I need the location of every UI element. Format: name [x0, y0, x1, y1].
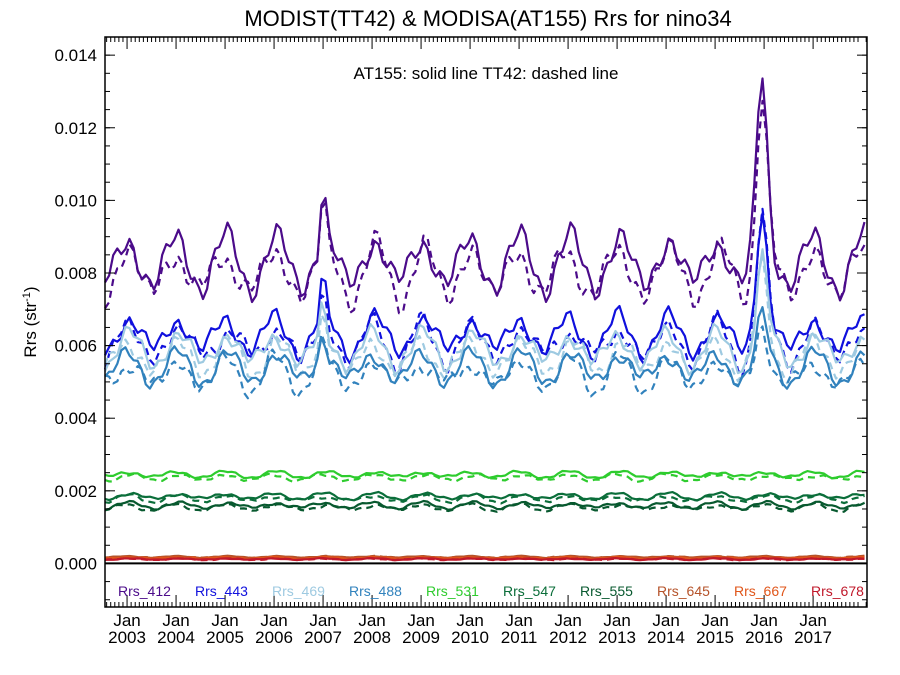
x-tick-year-label: 2015	[696, 628, 734, 647]
x-tick-month-label: Jan	[505, 611, 532, 630]
series-line-rrs-547-tt42-dashed	[104, 492, 865, 505]
series-line-rrs-488-at155-solid	[104, 306, 866, 390]
x-tick-month-label: Jan	[799, 611, 826, 630]
y-tick-label: 0.008	[54, 264, 97, 283]
line-style-annotation: AT155: solid line TT42: dashed line	[354, 64, 619, 83]
series-line-rrs-531-tt42-dashed	[104, 472, 865, 484]
legend-entry-rrs-555: Rrs_555	[580, 583, 633, 599]
y-tick-label: 0.012	[54, 119, 97, 138]
x-tick-month-label: Jan	[701, 611, 728, 630]
ticks-layer	[105, 37, 867, 607]
series-line-rrs-488-tt42-dashed	[104, 325, 866, 400]
legend-entry-rrs-443: Rrs_443	[195, 583, 248, 599]
x-tick-year-label: 2004	[157, 628, 195, 647]
y-axis-label-main: Rrs (str	[21, 302, 40, 358]
chart-title: MODIST(TT42) & MODISA(AT155) Rrs for nin…	[244, 6, 731, 31]
x-tick-month-label: Jan	[309, 611, 336, 630]
y-tick-label: 0.000	[54, 554, 97, 573]
x-tick-year-label: 2007	[304, 628, 342, 647]
x-tick-year-label: 2008	[353, 628, 391, 647]
x-tick-year-label: 2013	[598, 628, 636, 647]
x-tick-year-label: 2005	[206, 628, 244, 647]
y-tick-label: 0.004	[54, 409, 97, 428]
legend-entry-rrs-667: Rrs_667	[734, 583, 787, 599]
series-line-rrs-443-at155-solid	[104, 212, 865, 366]
x-tick-year-label: 2010	[451, 628, 489, 647]
y-tick-label: 0.006	[54, 337, 97, 356]
x-tick-month-label: Jan	[407, 611, 434, 630]
x-tick-year-label: 2017	[794, 628, 832, 647]
legend-entry-rrs-678: Rrs_678	[811, 583, 864, 599]
x-tick-month-label: Jan	[554, 611, 581, 630]
series-line-rrs-469-at155-solid	[103, 248, 866, 376]
x-tick-month-label: Jan	[113, 611, 140, 630]
x-tick-month-label: Jan	[652, 611, 679, 630]
series-line-rrs-678-at155-solid	[104, 556, 865, 562]
x-tick-year-label: 2012	[549, 628, 587, 647]
legend-entry-rrs-469: Rrs_469	[272, 583, 325, 599]
series-line-rrs-555-at155-solid	[104, 499, 865, 511]
series-line-rrs-547-at155-solid	[104, 490, 865, 502]
legend-entry-rrs-645: Rrs_645	[657, 583, 710, 599]
x-tick-year-label: 2009	[402, 628, 440, 647]
x-tick-month-label: Jan	[211, 611, 238, 630]
series-line-rrs-555-tt42-dashed	[104, 501, 865, 514]
y-axis-label-superscript: -1	[21, 292, 33, 302]
x-tick-year-label: 2003	[108, 628, 146, 647]
y-axis-label: Rrs (str-1)	[21, 286, 40, 357]
legend-entry-rrs-531: Rrs_531	[426, 583, 479, 599]
y-tick-label: 0.014	[54, 46, 97, 65]
x-tick-month-label: Jan	[456, 611, 483, 630]
y-tick-labels: 0.000 0.002 0.004 0.006 0.008 0.010 0.012 0.014	[54, 46, 97, 573]
y-tick-label: 0.002	[54, 482, 97, 501]
y-axis-label-close: )	[21, 286, 40, 292]
legend-entry-rrs-547: Rrs_547	[503, 583, 556, 599]
x-tick-month-label: Jan	[260, 611, 287, 630]
x-tick-year-label: 2006	[255, 628, 293, 647]
x-tick-year-label: 2011	[501, 628, 538, 647]
x-tick-year-label: 2016	[745, 628, 783, 647]
y-tick-label: 0.010	[54, 191, 97, 210]
x-tick-year-label: 2014	[647, 628, 685, 647]
legend-entry-rrs-488: Rrs_488	[349, 583, 402, 599]
x-tick-month-label: Jan	[162, 611, 189, 630]
legend: Rrs_412 Rrs_443 Rrs_469 Rrs_488 Rrs_531 Rrs_5…	[118, 583, 864, 599]
x-tick-month-label: Jan	[603, 611, 630, 630]
x-tick-month-label: Jan	[358, 611, 385, 630]
plot-area	[103, 36, 868, 608]
x-tick-labels: Jan2003Jan2004Jan2005Jan2006Jan2007Jan20…	[108, 611, 832, 647]
series-line-rrs-469-tt42-dashed	[103, 253, 866, 385]
series-layer	[103, 77, 866, 562]
legend-entry-rrs-412: Rrs_412	[118, 583, 171, 599]
x-tick-month-label: Jan	[750, 611, 777, 630]
series-line-rrs-412-tt42-dashed	[104, 99, 866, 315]
